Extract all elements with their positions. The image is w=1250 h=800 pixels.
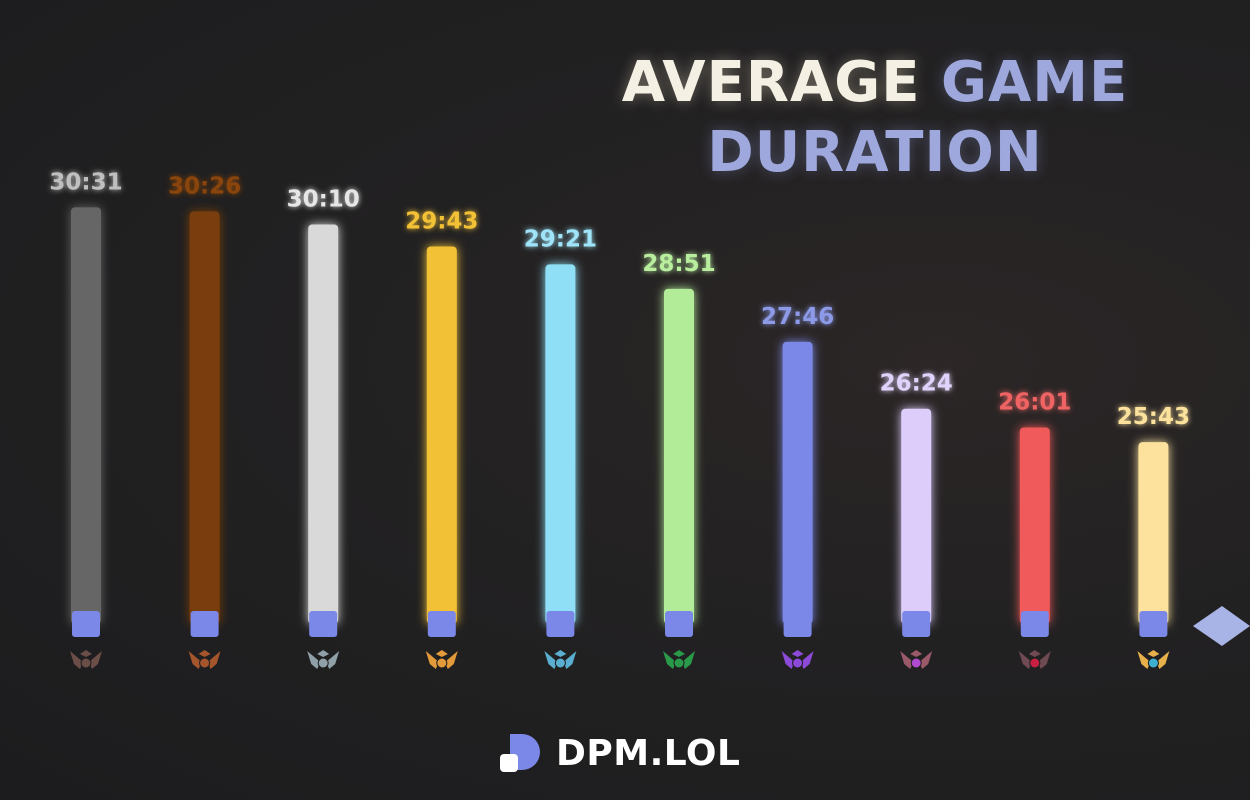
- axis-marker-6: [783, 611, 812, 637]
- bar-1: [189, 211, 220, 624]
- dpm-logo-icon: [500, 734, 540, 772]
- title-average: AVERAGE: [621, 50, 921, 115]
- value-label-8: 26:01: [998, 389, 1071, 415]
- bars-group: [71, 207, 1169, 625]
- emerald-rank-icon: [663, 650, 695, 669]
- platinum-rank-icon: [544, 650, 577, 669]
- axis-arrowhead: [1193, 606, 1250, 646]
- axis-marker-1: [190, 611, 219, 637]
- iron-rank-icon: [70, 650, 102, 669]
- silver-rank-icon: [307, 650, 340, 669]
- axis-marker-7: [902, 611, 931, 637]
- value-labels-group: 30:31 30:26 30:10 29:43 29:21 28:51 27:46 26:24…: [49, 169, 1190, 430]
- value-label-4: 29:21: [524, 226, 597, 252]
- value-label-2: 30:10: [287, 186, 360, 212]
- axis-marker-5: [665, 611, 693, 637]
- bar-7: [901, 408, 932, 624]
- title-game: GAME: [941, 50, 1129, 115]
- diamond-rank-icon: [781, 650, 814, 669]
- bar-3: [426, 246, 457, 624]
- challenger-rank-icon: [1137, 650, 1170, 669]
- brand-name: DPM.LOL: [556, 732, 741, 774]
- grandmaster-rank-icon: [1018, 650, 1051, 669]
- axis-marker-4: [546, 611, 575, 637]
- axis-markers-group: [72, 611, 1168, 637]
- value-label-1: 30:26: [168, 173, 241, 199]
- bronze-rank-icon: [188, 650, 221, 669]
- bar-9: [1138, 442, 1169, 624]
- bar-6: [782, 341, 813, 624]
- bar-8: [1019, 427, 1050, 624]
- gold-rank-icon: [425, 650, 458, 669]
- value-label-7: 26:24: [880, 371, 953, 397]
- axis-marker-2: [309, 611, 338, 637]
- axis-marker-0: [72, 611, 100, 637]
- axis-marker-3: [427, 611, 456, 637]
- value-label-0: 30:31: [49, 169, 122, 195]
- axis-marker-9: [1139, 611, 1168, 637]
- bar-2: [308, 224, 339, 624]
- value-label-9: 25:43: [1117, 404, 1190, 430]
- brand-logo: DPM.LOL: [498, 728, 740, 778]
- bar-0: [71, 207, 101, 625]
- axis-marker-8: [1020, 611, 1049, 637]
- title-duration: DURATION: [707, 120, 1043, 185]
- value-label-5: 28:51: [642, 251, 715, 277]
- bar-5: [664, 288, 694, 624]
- value-label-3: 29:43: [405, 208, 478, 234]
- bar-4: [545, 264, 576, 624]
- value-label-6: 27:46: [761, 304, 834, 330]
- rank-icons-group: [70, 650, 1170, 669]
- master-rank-icon: [900, 650, 933, 669]
- chart-title: AVERAGE GAME DURATION: [560, 48, 1190, 188]
